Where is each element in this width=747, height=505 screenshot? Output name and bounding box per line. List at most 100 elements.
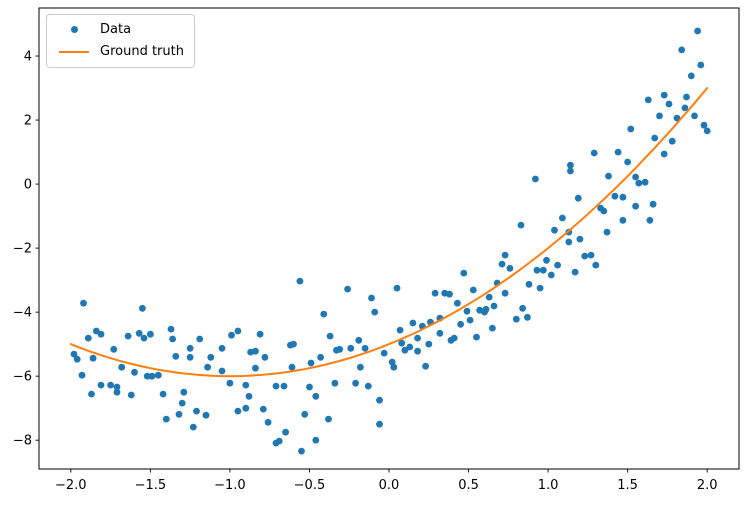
- data-point: [113, 383, 121, 391]
- data-point: [320, 310, 328, 318]
- data-point: [673, 114, 681, 122]
- data-point: [473, 333, 480, 341]
- data-point: [290, 340, 297, 348]
- data-point: [611, 192, 619, 200]
- data-point: [660, 150, 668, 158]
- y-tick-label: −2: [13, 242, 32, 257]
- data-point: [466, 316, 474, 324]
- data-point: [619, 216, 627, 224]
- data-point: [559, 214, 566, 222]
- data-point: [218, 344, 226, 352]
- data-point: [186, 353, 194, 361]
- y-tick-label: −4: [13, 306, 32, 321]
- data-point: [501, 289, 509, 297]
- data-point: [567, 167, 574, 175]
- data-point: [406, 343, 414, 351]
- data-point: [352, 379, 359, 387]
- y-tick-label: −6: [13, 370, 32, 385]
- data-point: [135, 329, 143, 337]
- data-point: [512, 315, 520, 323]
- data-point: [649, 200, 657, 208]
- data-point: [490, 302, 498, 310]
- data-point: [282, 428, 289, 436]
- data-point: [252, 364, 259, 372]
- data-point: [398, 339, 406, 347]
- data-point: [454, 299, 461, 307]
- data-point: [84, 334, 92, 342]
- data-point: [162, 415, 170, 423]
- data-point: [256, 330, 264, 338]
- data-point: [143, 372, 151, 380]
- data-point: [264, 418, 272, 426]
- legend-label-data: Data: [100, 22, 132, 37]
- data-point: [422, 362, 429, 370]
- x-tick-label: −0.5: [294, 478, 326, 493]
- data-point: [259, 405, 267, 413]
- data-point: [414, 347, 421, 355]
- data-point: [603, 228, 611, 236]
- data-point: [536, 284, 544, 292]
- data-point: [646, 216, 654, 224]
- data-point: [460, 269, 468, 277]
- data-point: [681, 104, 689, 112]
- data-point: [551, 226, 558, 234]
- data-point: [700, 121, 708, 129]
- data-point: [242, 404, 250, 412]
- data-point: [364, 382, 372, 390]
- data-point: [697, 61, 705, 69]
- data-point: [632, 173, 639, 181]
- data-point: [296, 277, 304, 285]
- data-point: [641, 178, 649, 186]
- legend-label-ground-truth: Ground truth: [100, 44, 184, 59]
- data-point: [651, 134, 659, 142]
- data-point: [605, 172, 612, 180]
- data-point: [485, 293, 493, 301]
- data-point: [694, 27, 701, 35]
- data-point: [592, 261, 600, 269]
- data-point: [347, 344, 355, 352]
- legend-item-data: Data: [55, 19, 184, 40]
- data-point: [89, 354, 97, 362]
- data-point: [301, 410, 309, 418]
- data-point: [252, 347, 259, 355]
- data-point: [207, 353, 215, 361]
- y-tick-label: 0: [24, 178, 32, 193]
- data-point: [226, 379, 234, 387]
- data-point: [525, 280, 533, 288]
- data-point: [390, 363, 398, 371]
- data-point: [425, 340, 433, 348]
- legend-marker-box: [55, 50, 93, 53]
- data-point: [665, 100, 673, 108]
- data-point: [660, 91, 668, 99]
- data-point: [361, 344, 369, 352]
- data-point: [113, 388, 121, 396]
- data-point: [590, 149, 598, 157]
- data-point: [450, 334, 458, 342]
- data-point: [517, 221, 525, 229]
- data-point: [554, 261, 561, 269]
- data-point: [107, 381, 114, 389]
- data-point: [446, 290, 453, 298]
- x-tick-label: 0.5: [458, 478, 479, 493]
- data-point: [489, 324, 496, 332]
- data-point: [180, 388, 188, 396]
- data-point: [97, 330, 105, 338]
- data-point: [644, 96, 652, 104]
- data-point: [245, 392, 253, 400]
- data-point: [376, 396, 383, 404]
- data-point: [326, 332, 334, 340]
- data-point: [519, 304, 526, 312]
- data-point: [169, 335, 177, 343]
- data-point: [371, 308, 379, 316]
- data-point: [280, 382, 288, 390]
- data-marker-icon: [70, 26, 78, 33]
- data-point: [469, 286, 477, 294]
- legend-marker-box: [55, 26, 93, 33]
- data-point: [147, 330, 154, 338]
- x-tick-label: −2.0: [55, 478, 87, 493]
- data-point: [409, 319, 417, 327]
- data-point: [202, 411, 210, 419]
- data-point: [376, 420, 383, 428]
